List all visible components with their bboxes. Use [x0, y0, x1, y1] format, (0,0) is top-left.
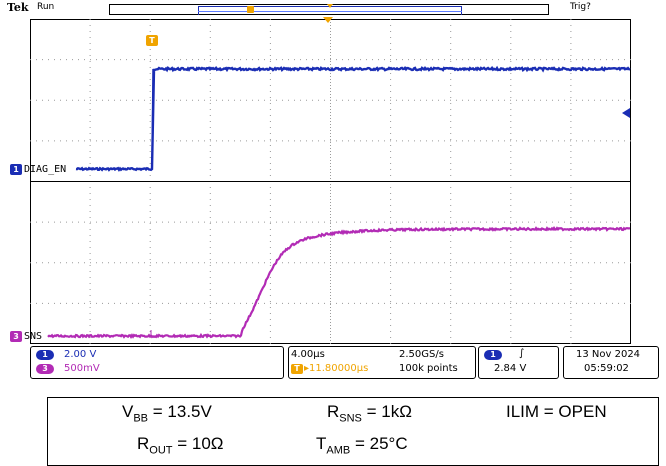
ch3-badge: 3 — [10, 331, 22, 342]
condition-rout: ROUT = 10Ω — [137, 434, 224, 457]
trigger-position-badge: T — [291, 364, 303, 374]
condition-vbb: VBB = 13.5V — [122, 402, 212, 425]
channel-scale-readout[interactable]: 1 2.00 V 3 500mV — [30, 346, 284, 379]
sample-rate: 2.50GS/s — [399, 349, 444, 360]
ch3-waveform — [47, 226, 631, 340]
brand-logo: Tek — [7, 1, 29, 14]
condition-ilim: ILIM = OPEN — [506, 402, 607, 421]
trigger-source-badge: 1 — [484, 350, 502, 360]
ch3-label: SNS — [24, 331, 43, 342]
record-length: 100k points — [399, 363, 458, 374]
trigger-position: ▸11.80000μs — [304, 363, 369, 374]
trigger-level: 2.84 V — [494, 363, 527, 374]
record-trigger-marker — [247, 6, 254, 13]
waveform-display — [30, 19, 631, 344]
ch3-marker[interactable]: 3 SNS — [10, 331, 42, 342]
ch1-waveform — [75, 65, 631, 172]
time-display: 05:59:02 — [584, 363, 629, 374]
condition-rsns: RSNS = 1kΩ — [327, 402, 412, 425]
trigger-state: Trig? — [570, 2, 591, 12]
ch1-marker[interactable]: 1 DIAG_EN — [10, 164, 66, 175]
timebase-scale: 4.00μs — [291, 349, 325, 360]
date-display: 13 Nov 2024 — [576, 349, 641, 360]
condition-tamb: TAMB = 25°C — [316, 434, 408, 457]
test-conditions-box: VBB = 13.5V RSNS = 1kΩ ILIM = OPEN ROUT … — [47, 397, 659, 466]
datetime-readout: 13 Nov 2024 05:59:02 — [563, 346, 659, 379]
ch3-scale: 500mV — [64, 363, 100, 374]
ch1-badge: 1 — [10, 164, 22, 175]
ch1-label: DIAG_EN — [24, 164, 67, 175]
record-center-marker — [327, 4, 333, 8]
acquisition-state: Run — [37, 2, 55, 12]
trigger-point-badge[interactable]: T — [146, 28, 158, 47]
trigger-readout[interactable]: 1 ∫ 2.84 V — [478, 346, 559, 379]
record-view-window-line — [198, 11, 462, 12]
ch1-scale: 2.00 V — [64, 349, 97, 360]
trigger-level-marker[interactable] — [620, 107, 632, 119]
ch1-rising-edge — [151, 68, 154, 170]
trigger-slope-icon: ∫ — [519, 348, 525, 359]
ch1-scale-badge: 1 — [36, 350, 54, 360]
horizontal-readout[interactable]: 4.00μs 2.50GS/s T ▸11.80000μs 100k point… — [288, 346, 476, 379]
trigger-badge-label: T — [146, 35, 158, 46]
trigger-time-marker[interactable] — [318, 15, 338, 25]
ch3-scale-badge: 3 — [36, 364, 54, 374]
